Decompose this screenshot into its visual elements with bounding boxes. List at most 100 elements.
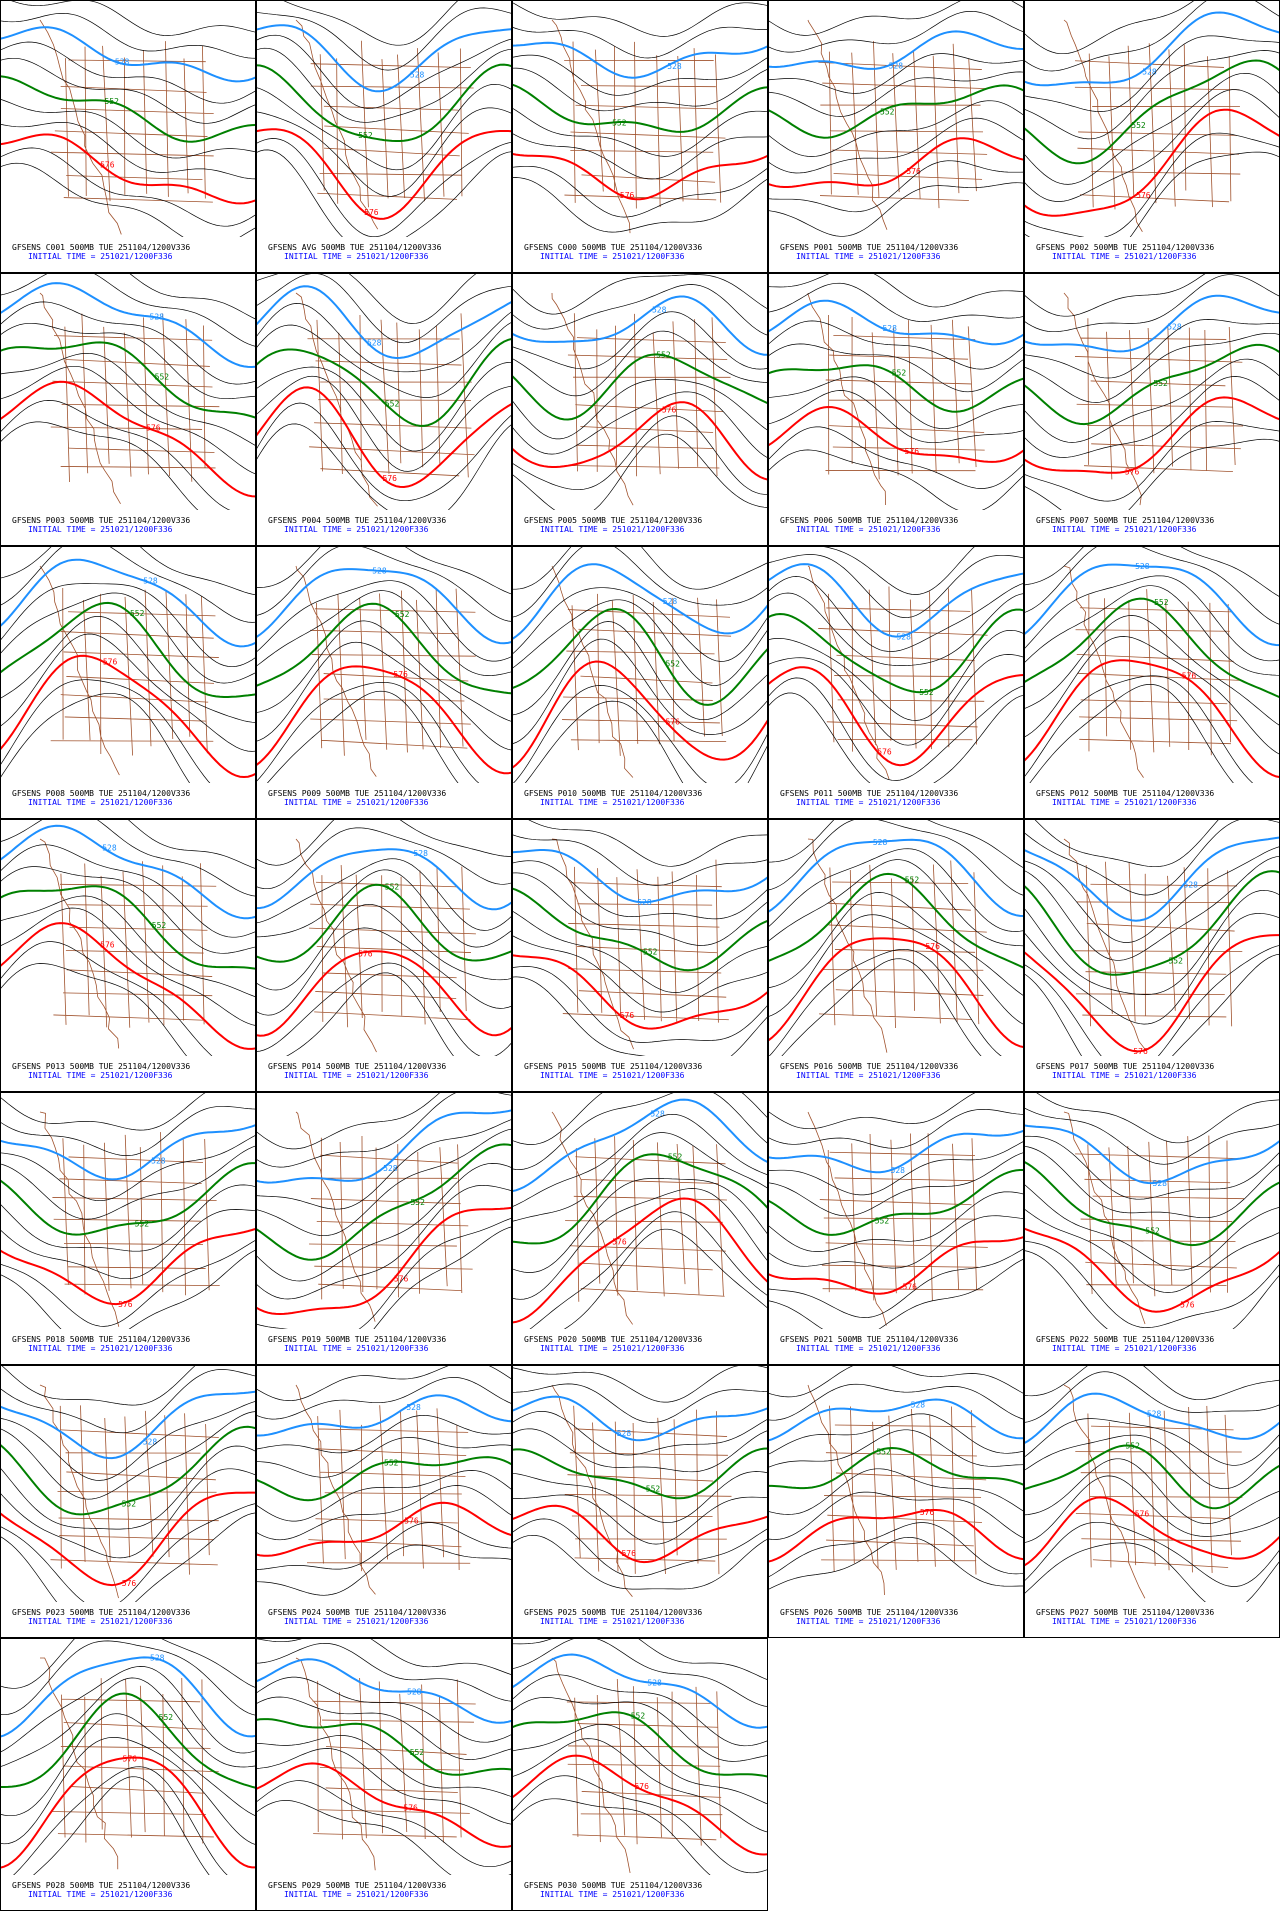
contour-line (0, 1249, 256, 1329)
contour-line (768, 1365, 1024, 1398)
contour-label: 552 (612, 119, 627, 128)
panel-title: GFSENS C001 500MB TUE 251104/1200V336 (12, 243, 190, 252)
contour-line (0, 844, 256, 938)
contour-line (768, 1258, 1024, 1329)
panel-border (0, 0, 256, 273)
contour-line (0, 1390, 256, 1460)
contour-line (768, 692, 1024, 783)
map-panel: 528 552 576 GFSENS C001 500MB TUE 251104/12… (0, 0, 256, 273)
panel-title: GFSENS P005 500MB TUE 251104/1200V336 (524, 516, 702, 525)
map-area: 528 552 576 (768, 0, 1024, 237)
contour-line (256, 1109, 512, 1184)
contour-line (512, 1798, 711, 1875)
contour-line (512, 1638, 768, 1708)
contour-line (768, 1108, 1024, 1149)
panel-title: GFSENS P010 500MB TUE 251104/1200V336 (524, 789, 702, 798)
contour-label: 576 (146, 424, 161, 433)
map-area: 528 552 576 (0, 273, 256, 510)
contour-line (1024, 319, 1280, 379)
panel-title: GFSENS P008 500MB TUE 251104/1200V336 (12, 789, 190, 798)
contour-line (1024, 1418, 1280, 1466)
map-borders (295, 838, 476, 1053)
contour-label: 552 (1125, 1442, 1140, 1451)
map-borders (807, 838, 987, 1053)
contour-line (512, 401, 768, 481)
contour-line (768, 1236, 1024, 1295)
contour-label: 528 (650, 1110, 665, 1119)
map-area: 528 552 576 (1024, 1365, 1280, 1602)
contour-line (768, 872, 1024, 969)
contour-line (512, 563, 768, 640)
panel-border (0, 1092, 256, 1365)
contour-label: 528 (407, 1687, 422, 1696)
initial-time: INITIAL TIME = 251021/1200F336 (796, 1071, 941, 1080)
contour-line (0, 1425, 256, 1516)
contour-label: 552 (385, 399, 400, 408)
contour-line (512, 1092, 768, 1145)
contour-line (1024, 597, 1280, 699)
contour-line (1024, 1542, 1280, 1602)
contour-line (768, 1248, 1024, 1318)
contour-line (819, 546, 976, 595)
initial-time: INITIAL TIME = 251021/1200F336 (284, 1344, 429, 1353)
initial-time: INITIAL TIME = 251021/1200F336 (28, 525, 173, 534)
initial-time: INITIAL TIME = 251021/1200F336 (28, 1617, 173, 1626)
map-area: 528 552 576 (256, 819, 512, 1056)
contour-line (1024, 50, 1280, 140)
map-borders (807, 1111, 988, 1326)
panel-title: GFSENS P019 500MB TUE 251104/1200V336 (268, 1335, 446, 1344)
contour-line (256, 1762, 512, 1848)
contour-line (1024, 1434, 1280, 1490)
contour-line (512, 1113, 768, 1208)
contour-line (256, 903, 512, 991)
contour-label: 576 (118, 1300, 133, 1309)
contour-label: 576 (404, 1517, 419, 1526)
panel-border (512, 1365, 768, 1638)
contour-label: 552 (135, 1219, 150, 1228)
map-panel: 528 552 576 GFSENS P009 500MB TUE 251104/12… (256, 546, 512, 819)
contour-line (768, 848, 1024, 932)
contour-label: 576 (662, 405, 677, 414)
contour-label: 552 (410, 1198, 425, 1207)
contour-label: 576 (920, 1508, 935, 1517)
contour-label: 552 (668, 1153, 683, 1162)
map-area: 528 552 576 (0, 546, 256, 783)
contour-line (33, 1776, 210, 1875)
contour-line (256, 1206, 512, 1316)
contour-line (768, 1152, 1024, 1217)
contour-line (512, 1723, 768, 1805)
contour-line (256, 858, 512, 931)
contour-label: 528 (637, 898, 652, 907)
contour-line (1024, 575, 1280, 662)
contour-line (512, 849, 768, 904)
contour-label: 528 (406, 1403, 421, 1412)
contour-line (1024, 274, 1280, 333)
contour-line (768, 53, 1024, 94)
contour-line (1024, 636, 1280, 755)
contour-line (512, 660, 768, 769)
contour-line (768, 273, 1024, 308)
contour-line (1024, 1227, 1280, 1313)
initial-time: INITIAL TIME = 251021/1200F336 (28, 798, 173, 807)
contour-line (512, 132, 768, 180)
panel-border (768, 546, 1024, 819)
map-area: 528 552 576 (0, 819, 256, 1056)
map-area: 528 552 576 (768, 819, 1024, 1056)
contour-line (256, 580, 512, 662)
contour-line (512, 2, 768, 37)
panel-title: GFSENS P015 500MB TUE 251104/1200V336 (524, 1062, 702, 1071)
map-borders (39, 838, 217, 1049)
contour-line (256, 1437, 512, 1478)
contour-line (512, 546, 768, 590)
map-panel: 528 552 576 GFSENS AVG 500MB TUE 251104/120… (256, 0, 512, 273)
contour-label: 576 (621, 1549, 636, 1558)
contour-line (0, 365, 256, 475)
contour-line (1024, 1145, 1280, 1219)
map-area: 528 552 576 (512, 1638, 768, 1875)
contour-line (768, 100, 1024, 157)
contour-line (512, 26, 768, 59)
contour-line (768, 1446, 1024, 1490)
contour-line (768, 859, 1024, 947)
contour-label: 528 (1153, 1179, 1168, 1188)
